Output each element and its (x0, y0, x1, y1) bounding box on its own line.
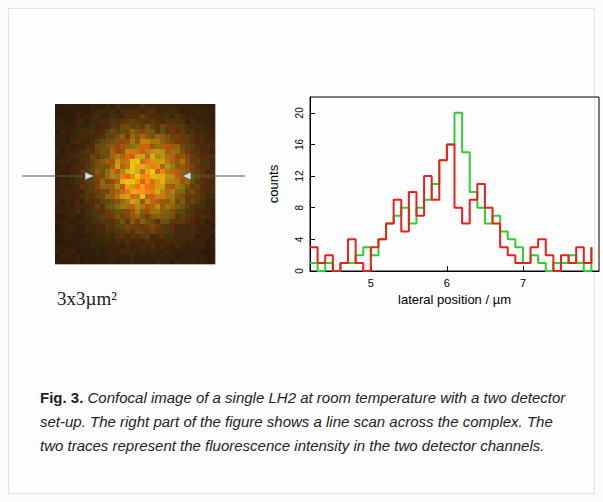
svg-text:5: 5 (368, 277, 374, 289)
svg-text:4: 4 (294, 236, 305, 242)
svg-text:20: 20 (294, 107, 305, 119)
svg-text:12: 12 (294, 170, 305, 182)
svg-text:0: 0 (294, 268, 305, 274)
svg-text:counts: counts (266, 164, 281, 203)
svg-text:lateral position / µm: lateral position / µm (398, 292, 511, 307)
svg-text:3x3µm²: 3x3µm² (57, 288, 117, 309)
svg-text:7: 7 (520, 277, 526, 289)
svg-text:6: 6 (444, 277, 450, 289)
svg-text:16: 16 (294, 138, 305, 150)
html-text:Fig. 3. Confocal image of a si: Fig. 3. Confocal image of a single LH2 a… (40, 389, 566, 454)
svg-text:8: 8 (294, 205, 305, 211)
